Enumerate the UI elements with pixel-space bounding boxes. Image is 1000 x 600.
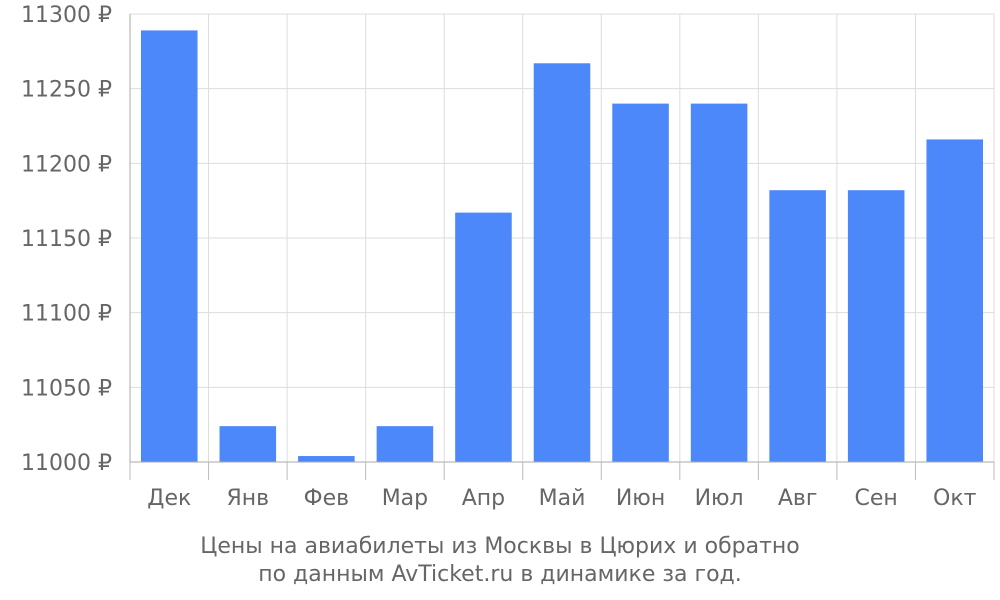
x-tick-label: Авг: [778, 486, 818, 511]
y-tick-label: 11200 ₽: [21, 152, 112, 177]
x-tick-label: Июн: [616, 486, 665, 511]
bar-8: [690, 103, 748, 462]
bar-5: [455, 212, 512, 462]
x-tick-label: Окт: [933, 486, 977, 511]
x-tick-label: Май: [539, 486, 586, 511]
bar-10: [847, 190, 905, 463]
y-tick-label: 11300 ₽: [21, 3, 112, 28]
bar-4: [376, 426, 434, 462]
bar-6: [533, 63, 591, 462]
bar-11: [926, 139, 984, 462]
x-tick-label: Сен: [855, 486, 898, 511]
y-tick-label: 11000 ₽: [21, 451, 112, 476]
bars: [140, 30, 984, 463]
x-tick-label: Мар: [382, 486, 428, 511]
bar-1: [140, 30, 198, 462]
bar-chart: 11000 ₽ 11050 ₽ 11100 ₽ 11150 ₽ 11200 ₽ 11250…: [21, 3, 995, 511]
chart-caption-line-2: по данным AvTicket.ru в динамике за год.: [258, 562, 742, 587]
x-tick-label: Фев: [304, 486, 349, 511]
axes: [129, 14, 995, 480]
bar-2: [219, 426, 277, 462]
y-tick-label: 11100 ₽: [21, 302, 112, 327]
bar-9: [769, 190, 826, 463]
x-tick-label: Янв: [226, 486, 269, 511]
x-tick-label: Дек: [147, 486, 191, 511]
x-tick-label: Июл: [695, 486, 744, 511]
y-tick-label: 11050 ₽: [21, 376, 112, 401]
bar-7: [612, 103, 669, 462]
chart-caption-line-1: Цены на авиабилеты из Москвы в Цюрих и о…: [200, 534, 800, 559]
x-axis-ticks: Дек Янв Фев Мар Апр Май Июн Июл Авг Сен Окт: [147, 486, 976, 511]
x-tick-label: Апр: [462, 486, 505, 511]
y-tick-label: 11250 ₽: [21, 78, 112, 103]
y-tick-label: 11150 ₽: [21, 227, 112, 252]
y-axis-ticks: 11000 ₽ 11050 ₽ 11100 ₽ 11150 ₽ 11200 ₽ 11250…: [21, 3, 112, 476]
bar-3: [298, 456, 355, 462]
